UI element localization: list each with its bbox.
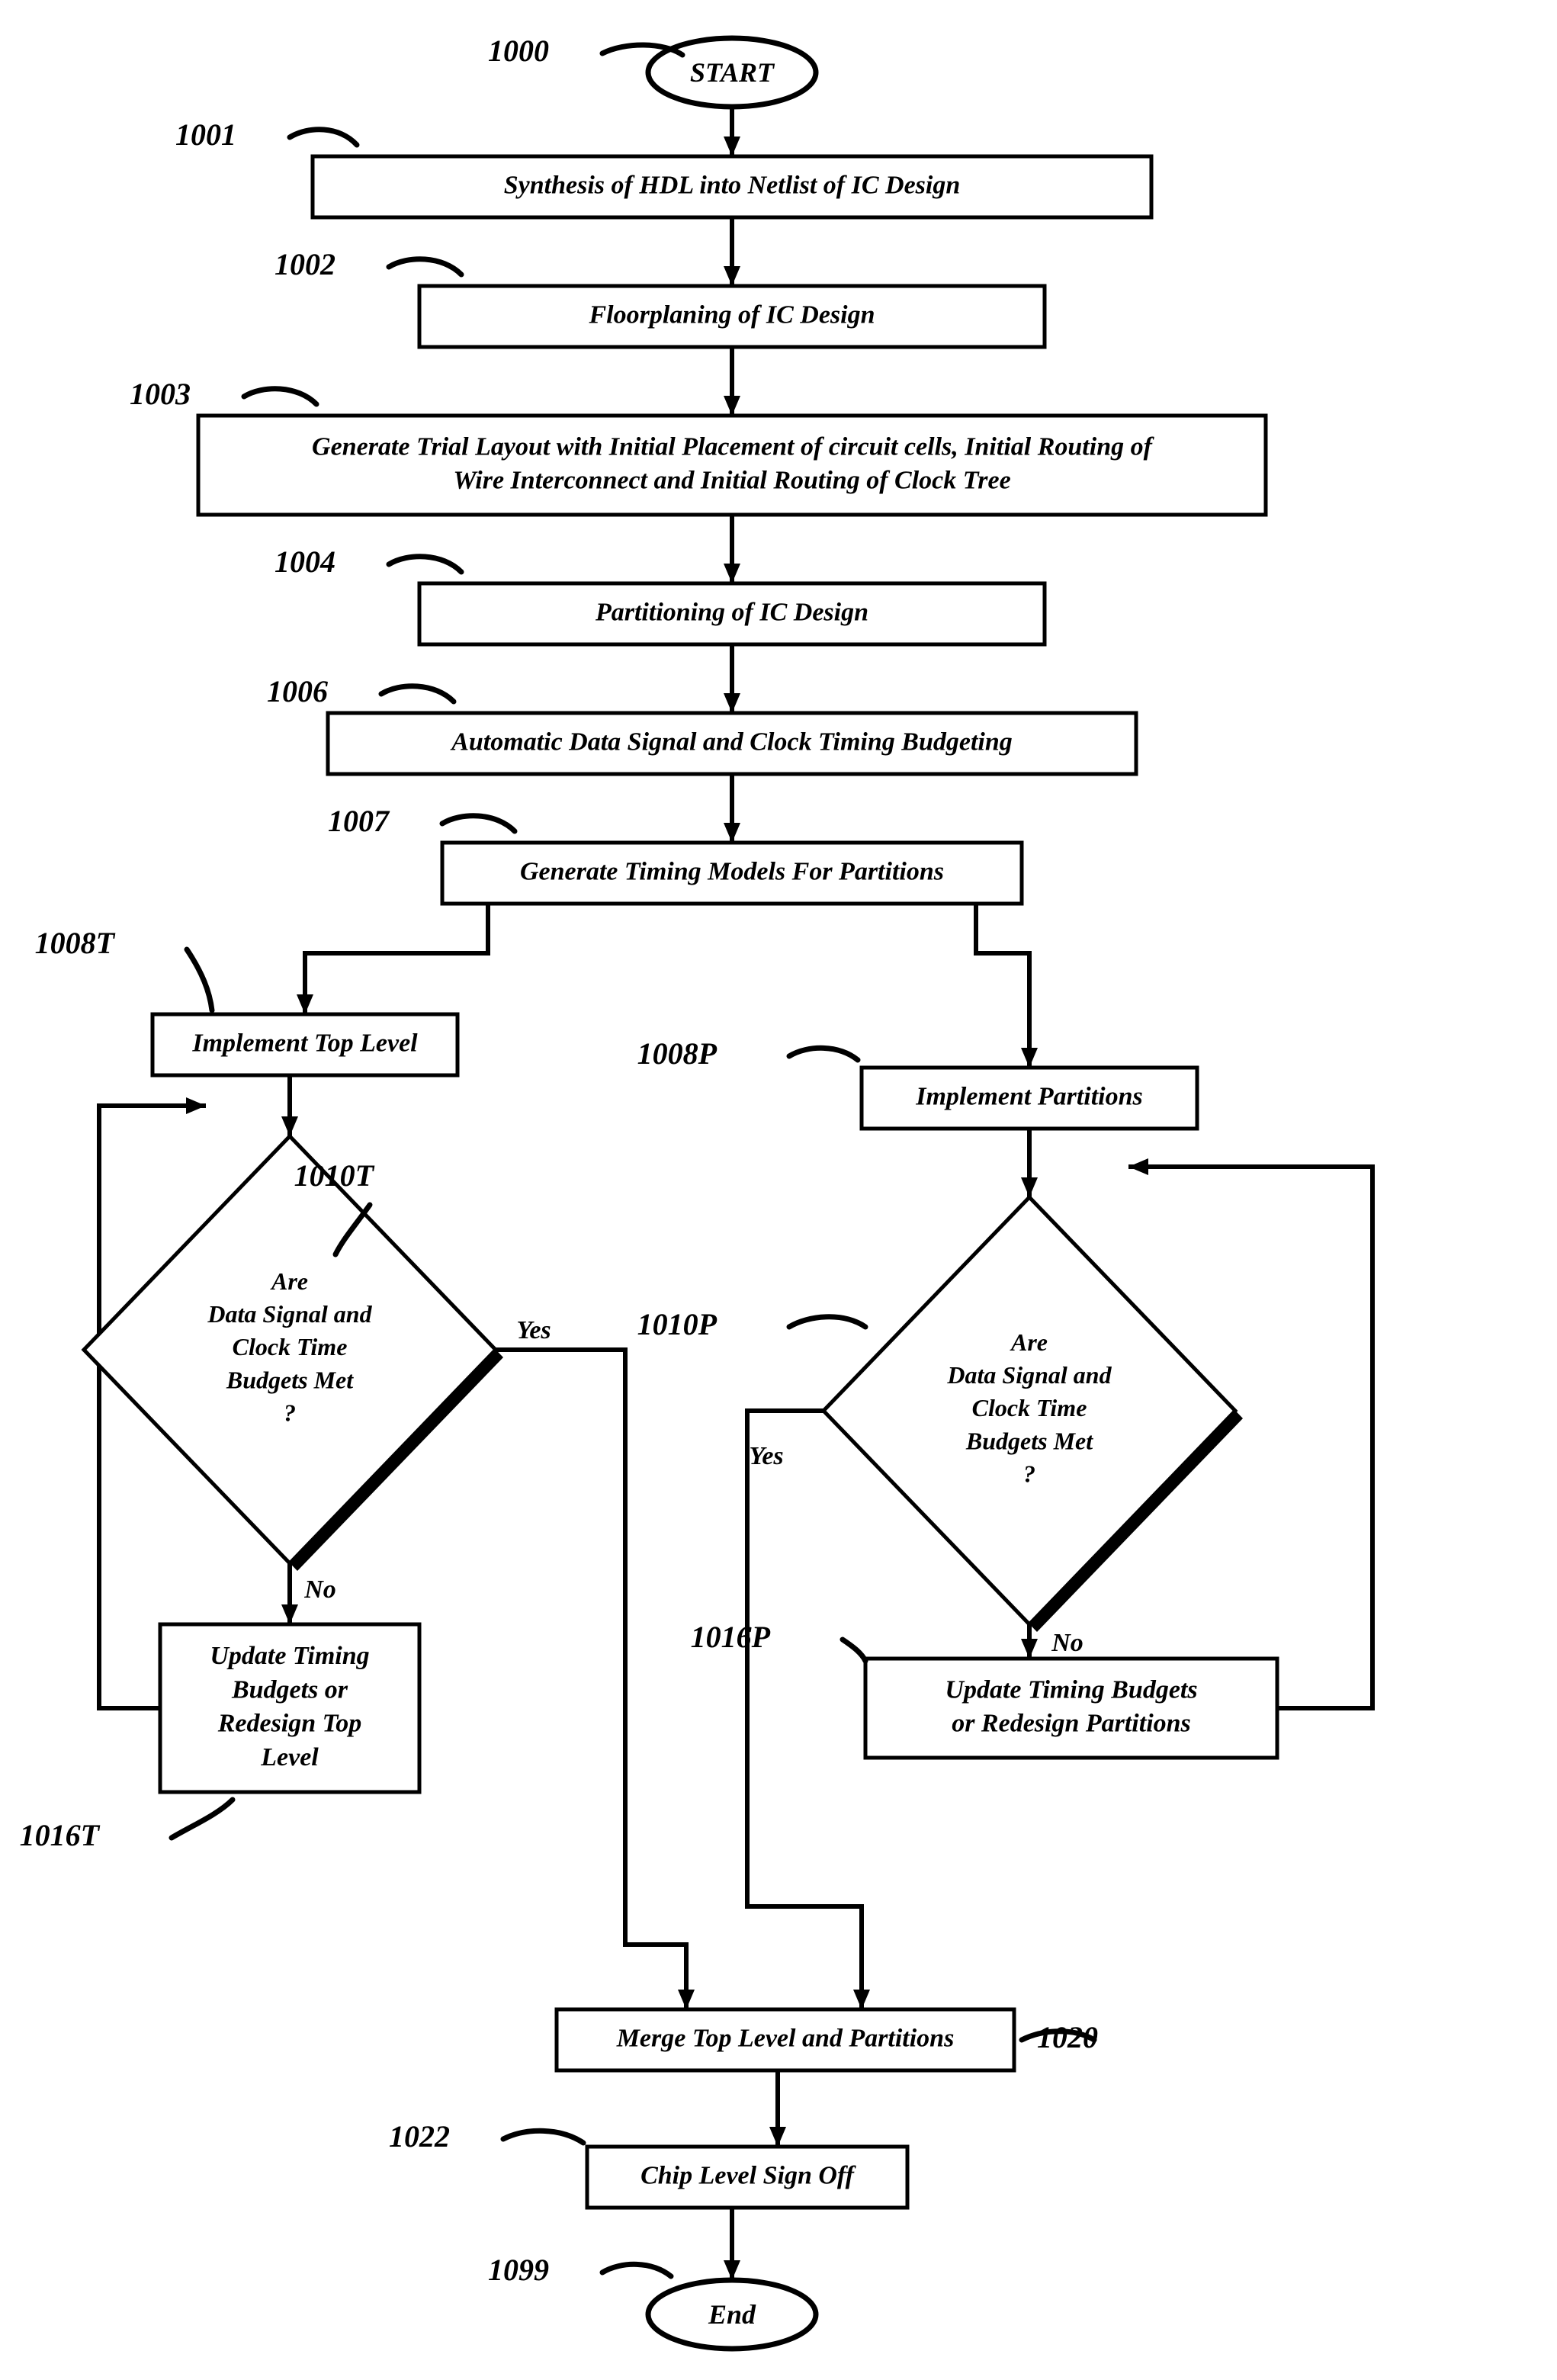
flowchart-svg: START End Synthesis of HDL into Netlist of… bbox=[0, 0, 1557, 2380]
branch-yesP: Yes bbox=[749, 1442, 783, 1470]
ref-label-l1004: 1004 bbox=[274, 544, 461, 579]
diamond-d1010P: Are Data Signal and Clock Time Budgets Met? bbox=[823, 1197, 1243, 1632]
ref-label-l1004-text: 1004 bbox=[274, 544, 335, 579]
ref-label-l1002-text: 1002 bbox=[274, 247, 335, 281]
box-b1016P-line0: Update Timing Budgets bbox=[945, 1675, 1197, 1704]
box-b1016P: Update Timing Budgets or Redesign Partiti… bbox=[865, 1659, 1277, 1758]
box-b1022: Chip Level Sign Off bbox=[587, 2147, 907, 2208]
diamond-d1010P-line0: Are bbox=[1010, 1328, 1048, 1356]
ref-label-l1007: 1007 bbox=[328, 804, 515, 838]
box-b1007: Generate Timing Models For Partitions bbox=[442, 843, 1022, 904]
ref-label-l1008T-text: 1008T bbox=[35, 926, 116, 960]
diamond-d1010T-line1: Data Signal and bbox=[207, 1300, 372, 1328]
box-b1004-line0: Partitioning of IC Design bbox=[595, 599, 868, 627]
diamond-d1010T-line2: Clock Time bbox=[233, 1333, 348, 1360]
box-b1004: Partitioning of IC Design bbox=[419, 583, 1045, 644]
ref-label-l1008P-text: 1008P bbox=[637, 1036, 718, 1071]
ref-label-l1008P: 1008P bbox=[637, 1036, 858, 1071]
ref-label-l1010P: 1010P bbox=[637, 1307, 865, 1341]
diamond-d1010P-line4: ? bbox=[1023, 1460, 1035, 1488]
box-b1007-line0: Generate Timing Models For Partitions bbox=[520, 858, 944, 886]
start-text: START bbox=[690, 57, 775, 88]
box-b1016T-line0: Update Timing bbox=[210, 1642, 369, 1670]
box-b1003: Generate Trial Layout with Initial Place… bbox=[198, 416, 1266, 515]
box-b1006-line0: Automatic Data Signal and Clock Timing B… bbox=[450, 728, 1013, 756]
diamond-d1010P-line2: Clock Time bbox=[972, 1394, 1087, 1421]
ref-label-l1016T-text: 1016T bbox=[20, 1818, 101, 1852]
box-b1006: Automatic Data Signal and Clock Timing B… bbox=[328, 713, 1136, 774]
ref-label-l1001: 1001 bbox=[175, 117, 357, 152]
box-b1001-line0: Synthesis of HDL into Netlist of IC Desi… bbox=[504, 172, 961, 200]
ref-label-l1008T: 1008T bbox=[35, 926, 212, 1010]
ref-label-l1099-text: 1099 bbox=[488, 2253, 549, 2287]
ref-label-l1001-text: 1001 bbox=[175, 117, 236, 152]
ref-label-l1016T: 1016T bbox=[20, 1800, 233, 1852]
branch-noP: No bbox=[1051, 1629, 1083, 1657]
box-b1003-line0: Generate Trial Layout with Initial Place… bbox=[312, 432, 1155, 461]
box-b1001: Synthesis of HDL into Netlist of IC Desi… bbox=[313, 156, 1151, 217]
box-b1008P-line0: Implement Partitions bbox=[915, 1083, 1143, 1111]
diamond-d1010T: Are Data Signal and Clock Time Budgets Met? bbox=[84, 1136, 503, 1571]
box-b1002-line0: Floorplaning of IC Design bbox=[588, 301, 875, 329]
box-b1008P: Implement Partitions bbox=[862, 1068, 1197, 1129]
ref-label-l1003-text: 1003 bbox=[130, 377, 191, 411]
box-b1016T-line2: Redesign Top bbox=[217, 1710, 362, 1738]
ref-label-l1002: 1002 bbox=[274, 247, 461, 281]
ref-label-l1010P-text: 1010P bbox=[637, 1307, 718, 1341]
diamond-d1010T-line4: ? bbox=[284, 1399, 296, 1427]
box-b1016P-line1: or Redesign Partitions bbox=[952, 1710, 1191, 1738]
ref-label-l1006: 1006 bbox=[267, 674, 454, 708]
box-b1003-line1: Wire Interconnect and Initial Routing of… bbox=[453, 467, 1010, 495]
box-b1002: Floorplaning of IC Design bbox=[419, 286, 1045, 347]
ref-label-l1020: 1020 bbox=[1022, 2020, 1098, 2054]
ref-label-l1007-text: 1007 bbox=[328, 804, 390, 838]
end-text: End bbox=[708, 2299, 756, 2330]
ref-label-l1016P-text: 1016P bbox=[691, 1620, 771, 1654]
diamond-d1010T-line0: Are bbox=[270, 1267, 308, 1295]
box-b1022-line0: Chip Level Sign Off bbox=[640, 2162, 857, 2190]
ref-label-l1022-text: 1022 bbox=[389, 2119, 450, 2154]
box-b1008T: Implement Top Level bbox=[152, 1014, 457, 1075]
ref-label-l1006-text: 1006 bbox=[267, 674, 328, 708]
ref-label-l1022: 1022 bbox=[389, 2119, 583, 2154]
box-b1016T-line1: Budgets or bbox=[231, 1675, 348, 1704]
ref-label-l1099: 1099 bbox=[488, 2253, 671, 2287]
branch-yesT: Yes bbox=[516, 1316, 551, 1344]
ref-label-l1016P: 1016P bbox=[691, 1620, 865, 1661]
branch-noT: No bbox=[303, 1575, 336, 1604]
end-terminator: End bbox=[648, 2280, 816, 2349]
ref-label-l1020-text: 1020 bbox=[1037, 2020, 1098, 2054]
box-b1008T-line0: Implement Top Level bbox=[191, 1029, 418, 1058]
diamond-d1010P-line1: Data Signal and bbox=[946, 1361, 1112, 1389]
diamond-d1010P-line3: Budgets Met bbox=[965, 1427, 1093, 1454]
box-b1020-line0: Merge Top Level and Partitions bbox=[616, 2025, 955, 2053]
ref-label-l1003: 1003 bbox=[130, 377, 316, 411]
ref-label-l1000-text: 1000 bbox=[488, 34, 549, 68]
box-b1016T-line3: Level bbox=[260, 1743, 319, 1771]
box-b1016T: Update Timing Budgets or Redesign Top Level bbox=[160, 1624, 419, 1792]
diamond-d1010T-line3: Budgets Met bbox=[226, 1366, 354, 1393]
ref-label-l1010T-text: 1010T bbox=[294, 1158, 375, 1193]
box-b1020: Merge Top Level and Partitions bbox=[557, 2009, 1014, 2070]
